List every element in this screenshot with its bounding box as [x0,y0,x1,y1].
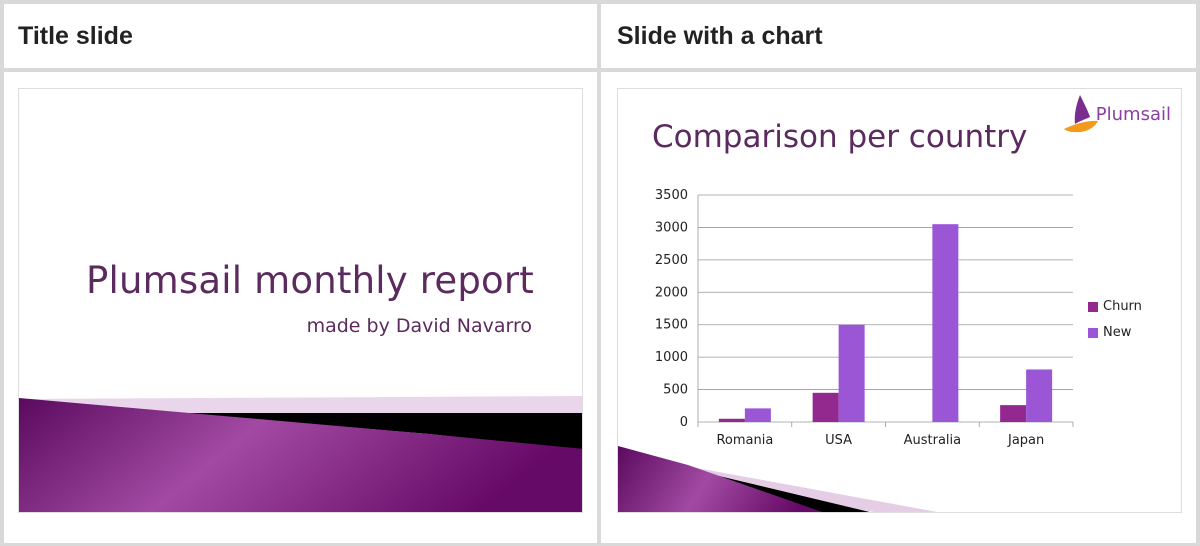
title-slide-preview: Plumsail monthly report made by David Na… [18,88,583,513]
chart-slide-decoration [618,95,1098,512]
y-tick-label: 1500 [655,318,688,333]
x-tick-label: Japan [1007,433,1044,448]
black-stripe [179,413,582,451]
logo-text: Plumsail [1095,104,1171,125]
legend-label-new: New [1103,325,1132,340]
slide-title: Plumsail monthly report [86,259,534,302]
y-tick-label: 1000 [655,350,688,365]
y-tick-label: 0 [680,415,688,430]
bar-churn-romania [718,418,745,422]
legend-item-churn: Churn [1088,299,1142,314]
bar-churn-japan [1000,405,1027,422]
title-slide-decoration [19,396,582,512]
y-tick-label: 2500 [655,253,688,268]
table-divider-middle [597,0,601,546]
header-slide-with-chart: Slide with a chart [617,21,823,50]
bar-new-japan [1026,369,1053,422]
light-stripe [19,396,582,415]
legend-swatch-new [1088,327,1098,338]
y-tick-label: 3000 [655,220,688,235]
bar-chart: 0 500 1000 1500 2000 2500 3000 3500 Romania USA Au… [655,188,1074,448]
chart-slide-preview: Plumsail Comparison per country 0 500 1000… [617,88,1182,513]
chart-title: Comparison per country [652,119,1028,155]
header-title-slide: Title slide [18,21,133,50]
table-border-right [1196,0,1200,546]
table-header-divider [0,68,1200,72]
y-tick-label: 500 [663,383,688,398]
purple-band [618,446,823,512]
y-tick-label: 3500 [655,188,688,203]
table-border-bottom [0,543,1200,546]
legend-swatch-churn [1088,301,1098,312]
slide-subtitle: made by David Navarro [306,315,532,337]
plumsail-logo-icon [1064,95,1098,133]
bar-new-usa [838,324,865,422]
x-tick-label: USA [825,433,852,448]
table-border-left [0,0,4,546]
bar-churn-usa [812,392,839,422]
x-tick-label: Australia [904,433,962,448]
x-tick-label: Romania [716,433,773,448]
bar-new-australia [932,224,959,422]
purple-band [19,398,582,512]
table-border-top [0,0,1200,4]
legend-item-new: New [1088,325,1131,340]
legend-label-churn: Churn [1103,299,1142,314]
y-tick-label: 2000 [655,285,688,300]
bar-new-romania [744,408,771,422]
